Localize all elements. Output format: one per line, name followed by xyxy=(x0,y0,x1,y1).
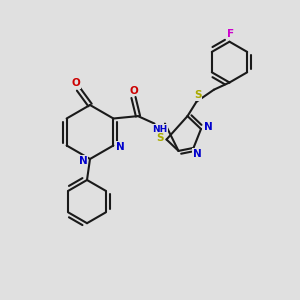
Text: O: O xyxy=(72,78,81,88)
Text: S: S xyxy=(194,90,202,100)
Text: NH: NH xyxy=(152,124,167,134)
Text: N: N xyxy=(116,142,124,152)
Text: O: O xyxy=(129,86,138,96)
Text: N: N xyxy=(204,122,213,133)
Text: N: N xyxy=(79,155,88,166)
Text: S: S xyxy=(156,133,164,143)
Text: F: F xyxy=(226,29,234,39)
Text: N: N xyxy=(193,149,202,159)
